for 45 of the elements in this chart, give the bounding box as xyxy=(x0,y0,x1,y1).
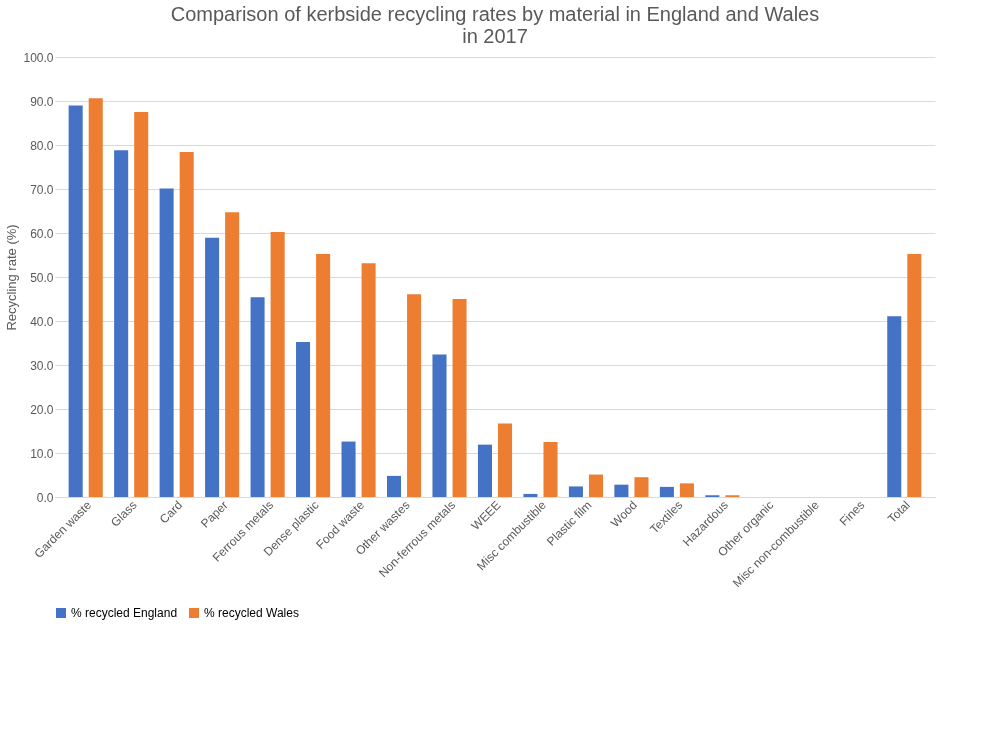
bar xyxy=(250,297,265,497)
bar xyxy=(659,486,674,497)
bar xyxy=(179,152,194,497)
bar xyxy=(498,423,513,497)
y-tick-label: 90.0 xyxy=(30,94,54,109)
bar xyxy=(296,342,311,497)
legend-label: % recycled Wales xyxy=(204,606,299,620)
legend-label: % recycled England xyxy=(71,606,178,620)
y-tick-label: 0.0 xyxy=(36,490,54,505)
bar xyxy=(88,98,103,497)
bar xyxy=(341,441,356,497)
bar xyxy=(432,354,447,497)
bar xyxy=(543,442,558,497)
y-tick-label: 40.0 xyxy=(30,314,54,329)
y-tick-label: 100.0 xyxy=(23,50,54,65)
y-tick-label: 30.0 xyxy=(30,358,54,373)
bar xyxy=(452,299,467,497)
y-tick-label: 50.0 xyxy=(30,270,54,285)
bar xyxy=(114,150,129,497)
bar xyxy=(477,444,492,497)
bar xyxy=(386,475,402,497)
bar xyxy=(407,294,422,497)
bar xyxy=(907,254,922,497)
bar xyxy=(634,477,649,497)
bar xyxy=(523,493,538,497)
bar xyxy=(568,486,583,497)
bar xyxy=(68,105,83,497)
y-axis-title: Recycling rate (%) xyxy=(4,224,20,331)
y-tick-label: 10.0 xyxy=(30,446,54,461)
y-tick-label: 80.0 xyxy=(30,138,54,153)
bar xyxy=(316,254,331,497)
y-tick-label: 70.0 xyxy=(30,182,54,197)
bar xyxy=(679,483,694,497)
bar xyxy=(887,316,902,497)
bar xyxy=(361,263,376,497)
bar xyxy=(134,112,149,497)
bar xyxy=(270,232,285,497)
bar xyxy=(159,188,174,497)
bar xyxy=(205,237,220,497)
chart-title: Comparison of kerbside recycling rates by material in England and Wales in 2017 xyxy=(170,3,820,47)
bar xyxy=(614,484,629,497)
bar xyxy=(225,212,240,497)
y-tick-label: 60.0 xyxy=(30,226,54,241)
y-tick-label: 20.0 xyxy=(30,402,54,417)
bar xyxy=(588,474,604,497)
